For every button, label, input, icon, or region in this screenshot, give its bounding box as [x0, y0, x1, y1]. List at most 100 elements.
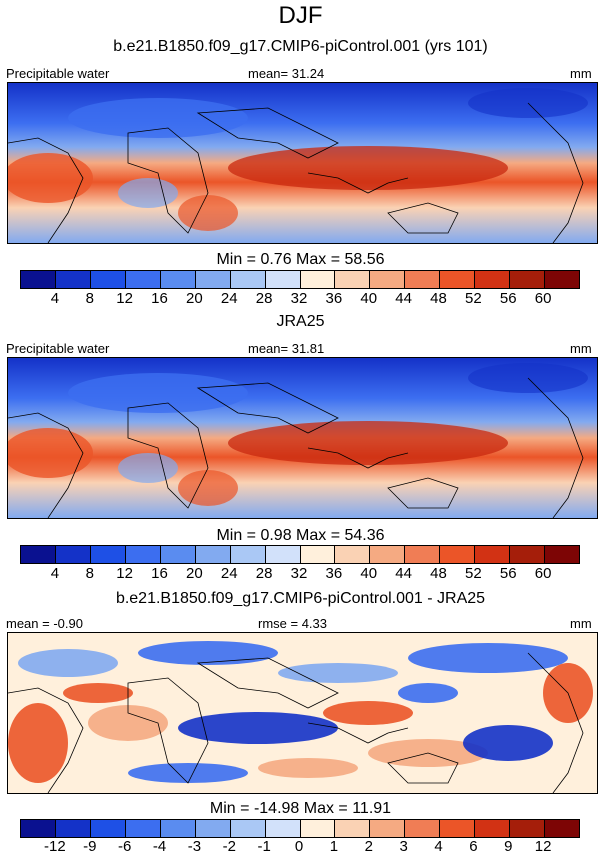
- colorbar-tick-label: 4: [50, 565, 60, 582]
- panel-3-map: [7, 632, 598, 794]
- colorbar-swatch: [510, 820, 546, 837]
- colorbar-tick-label: 40: [360, 565, 378, 582]
- coastline: [387, 202, 459, 234]
- panel-1-colorbar: [20, 270, 580, 289]
- colorbar-tick-label: 56: [499, 565, 517, 582]
- coastline: [307, 172, 409, 194]
- coastline: [8, 412, 84, 518]
- page-title: DJF: [278, 2, 323, 29]
- panel-3-minmax: Min = -14.98 Max = 11.91: [209, 800, 392, 817]
- coastline: [196, 657, 339, 709]
- panel-3-mean-label: mean = -0.90: [6, 616, 83, 631]
- panel-3-field: [8, 633, 597, 793]
- colorbar-tick-label: 28: [255, 565, 273, 582]
- colorbar-tick-label: 12: [116, 565, 133, 582]
- field-anomaly: [278, 663, 398, 683]
- field-warm-region: [8, 153, 93, 203]
- field-anomaly: [128, 763, 248, 783]
- colorbar-swatch: [440, 546, 476, 563]
- field-warm-pool: [228, 421, 508, 465]
- colorbar-swatch: [440, 271, 476, 288]
- panel-3-units-label: mm: [570, 616, 592, 631]
- colorbar-tick-label: 32: [290, 565, 308, 582]
- colorbar-swatch: [90, 820, 126, 837]
- colorbar-tick-label: 52: [465, 290, 482, 307]
- colorbar-tick-label: 1: [329, 838, 339, 855]
- coastline: [8, 137, 84, 243]
- colorbar-swatch: [125, 820, 161, 837]
- colorbar-swatch: [90, 546, 126, 563]
- panel-1-map: [7, 82, 598, 244]
- colorbar-swatch: [440, 820, 476, 837]
- colorbar-tick-label: 20: [186, 290, 203, 307]
- field-anomaly: [63, 683, 133, 703]
- field-anomaly: [8, 703, 68, 783]
- colorbar-swatch: [125, 546, 161, 563]
- colorbar-tick-label: 24: [220, 290, 238, 307]
- colorbar-tick-label: 44: [395, 290, 412, 307]
- panel-2-map: [7, 357, 598, 519]
- colorbar-swatch: [300, 820, 336, 837]
- colorbar-tick-label: 9: [504, 838, 513, 855]
- panel-1-colorbar-ticks: 4 8 12 16 20 24 28 32 36 40 44 48 52 56 60: [20, 290, 578, 308]
- colorbar-swatch: [510, 546, 546, 563]
- colorbar-tick-label: 56: [499, 290, 517, 307]
- colorbar-tick-label: 2: [364, 838, 373, 855]
- colorbar-tick-label: -12: [44, 838, 66, 855]
- colorbar-tick-label: 36: [325, 565, 343, 582]
- colorbar-swatch: [545, 546, 579, 563]
- colorbar-tick-label: 4: [434, 838, 443, 855]
- colorbar-swatch: [160, 546, 196, 563]
- colorbar-swatch: [230, 546, 266, 563]
- colorbar-tick-label: 52: [465, 565, 482, 582]
- colorbar-swatch: [545, 820, 579, 837]
- panel-2-colorbar: [20, 545, 580, 564]
- colorbar-tick-label: 6: [469, 838, 478, 855]
- colorbar-swatch: [335, 271, 371, 288]
- colorbar-swatch: [90, 271, 126, 288]
- field-anomaly: [88, 705, 168, 741]
- panel-3-colorbar: [20, 819, 580, 838]
- field-warm-region: [178, 470, 238, 506]
- colorbar-swatch: [510, 271, 546, 288]
- colorbar-swatch: [265, 820, 301, 837]
- coastline: [527, 377, 584, 518]
- coastline: [307, 447, 409, 469]
- field-warm-region: [178, 195, 238, 231]
- field-warm-pool: [228, 146, 508, 190]
- panel-1-units-label: mm: [570, 66, 592, 81]
- coastline: [387, 477, 459, 509]
- colorbar-tick-label: 16: [151, 290, 168, 307]
- colorbar-tick-label: 40: [360, 290, 378, 307]
- colorbar-swatch: [55, 271, 91, 288]
- field-anomaly: [18, 649, 118, 677]
- colorbar-swatch: [195, 546, 231, 563]
- coastline: [127, 127, 209, 234]
- colorbar-swatch: [265, 546, 301, 563]
- colorbar-tick-label: 8: [85, 290, 94, 307]
- colorbar-tick-label: 28: [255, 290, 273, 307]
- panel-1-minmax: Min = 0.76 Max = 58.56: [216, 251, 385, 268]
- field-anomaly: [398, 683, 458, 703]
- coastline: [527, 652, 584, 793]
- coastline: [387, 752, 459, 784]
- colorbar-swatch: [370, 820, 406, 837]
- field-anomaly: [463, 725, 553, 761]
- colorbar-tick-label: 16: [151, 565, 168, 582]
- colorbar-swatch: [21, 546, 56, 563]
- coastline: [307, 722, 409, 744]
- colorbar-swatch: [195, 820, 231, 837]
- colorbar-tick-label: -6: [117, 838, 132, 855]
- colorbar-tick-label: 8: [85, 565, 94, 582]
- field-anomaly: [408, 643, 568, 673]
- colorbar-swatch: [21, 271, 56, 288]
- colorbar-tick-label: 20: [186, 565, 203, 582]
- colorbar-tick-label: 24: [220, 565, 238, 582]
- panel-3-title: b.e21.B1850.f09_g17.CMIP6-piControl.001 …: [115, 590, 486, 607]
- field-dry-region: [118, 453, 178, 483]
- colorbar-swatch: [370, 546, 406, 563]
- colorbar-tick-label: -2: [222, 838, 236, 855]
- colorbar-swatch: [21, 820, 56, 837]
- colorbar-swatch: [475, 546, 511, 563]
- panel-2-field: [8, 358, 597, 518]
